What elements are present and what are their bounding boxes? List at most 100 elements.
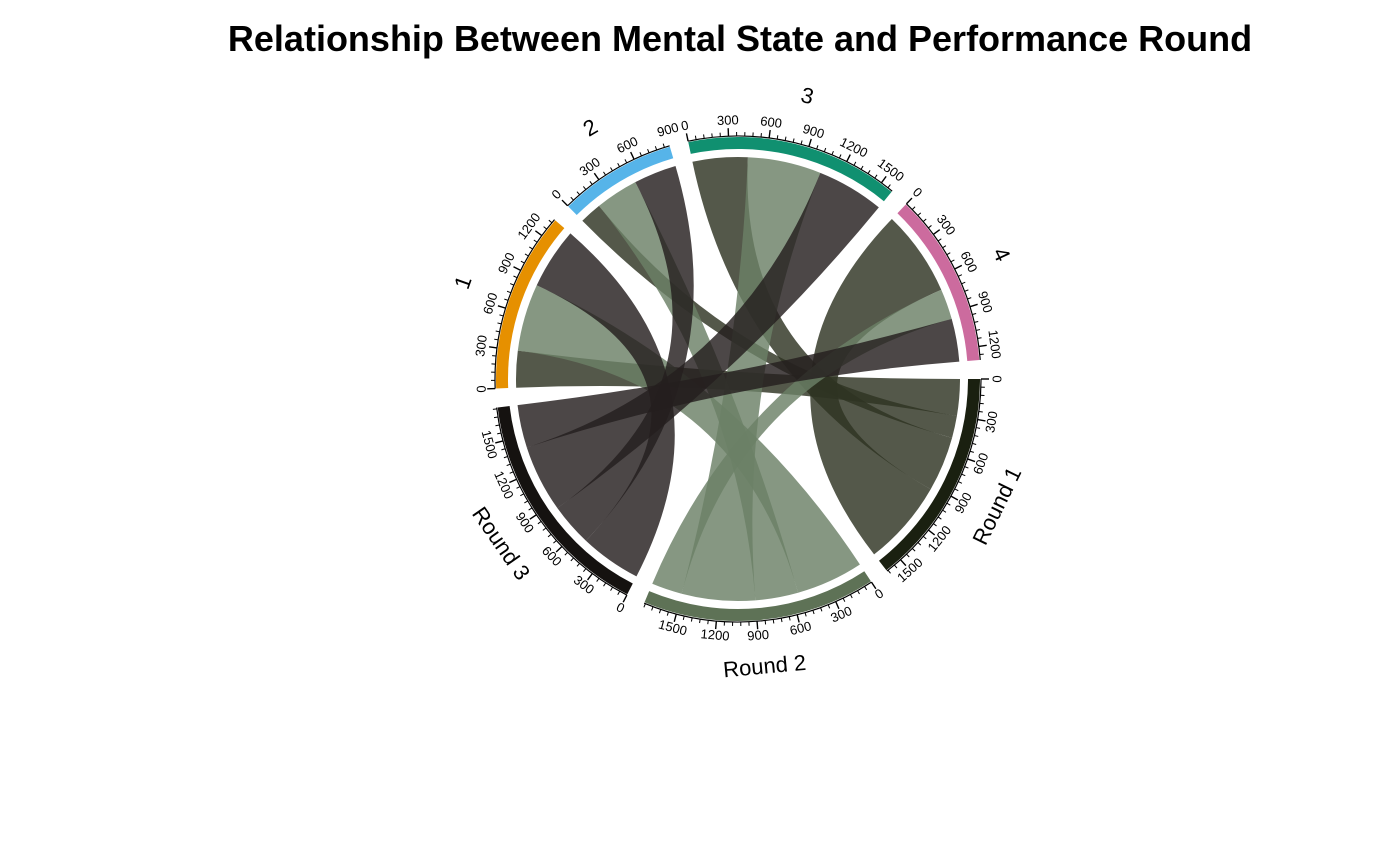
- tick-round-3-1380: [503, 456, 508, 459]
- tick-2-360: [603, 171, 607, 176]
- tick-label-2-300: 300: [577, 154, 603, 179]
- tick-round-2-600: [796, 614, 800, 623]
- tick-label-3-0: 0: [680, 117, 690, 133]
- tick-label-3-300: 300: [717, 112, 739, 128]
- tick-round-1-1380: [911, 548, 916, 552]
- tick-round-3-840: [537, 521, 542, 525]
- tick-round-2-720: [780, 618, 783, 623]
- tick-label-1-1200: 1200: [514, 210, 543, 242]
- tick-label-3-600: 600: [759, 113, 782, 131]
- tick-round-3-120: [610, 586, 614, 591]
- tick-3-60: [694, 135, 697, 140]
- tick-round-3-960: [528, 507, 533, 511]
- tick-1-780: [509, 283, 515, 286]
- tick-label-round-2-900: 900: [747, 627, 770, 644]
- tick-round-2-60: [864, 586, 868, 591]
- tick-1-960: [520, 260, 525, 264]
- tick-round-1-660: [964, 466, 969, 469]
- tick-label-1-300: 300: [472, 334, 490, 357]
- tick-2-720: [647, 148, 650, 154]
- tick-label-round-3-1500: 1500: [479, 429, 501, 461]
- sector-track-4: [897, 204, 980, 361]
- tick-label-4-1200: 1200: [985, 329, 1004, 360]
- tick-round-1-960: [946, 502, 951, 506]
- tick-3-1320: [860, 165, 864, 170]
- chord-link-round-1-to-4: [810, 218, 942, 555]
- tick-round-3-1200: [509, 478, 517, 484]
- tick-4-720: [961, 281, 966, 285]
- tick-round-1-1560: [893, 564, 898, 569]
- tick-round-3-480: [570, 557, 574, 562]
- tick-3-660: [776, 135, 779, 140]
- tick-4-1080: [975, 329, 981, 331]
- sector-label-3: 3: [798, 82, 816, 109]
- sector-label-1: 1: [449, 272, 477, 292]
- sector-track-round-2: [644, 571, 871, 621]
- tick-4-1020: [974, 320, 979, 323]
- sector-label-4: 4: [988, 243, 1016, 265]
- tick-1-360: [494, 338, 499, 341]
- tick-3-1380: [867, 170, 871, 174]
- tick-4-0: [905, 197, 913, 205]
- tick-round-2-780: [772, 619, 775, 624]
- tick-3-780: [792, 138, 795, 143]
- tick-2-660: [639, 152, 642, 157]
- tick-label-round-1-900: 900: [951, 490, 975, 516]
- tick-label-round-3-300: 300: [571, 572, 597, 597]
- tick-round-1-780: [958, 481, 963, 484]
- sector-track-3: [688, 137, 892, 202]
- tick-round-3-720: [547, 533, 552, 538]
- tick-round-2-1320: [699, 618, 701, 624]
- tick-round-1-1440: [906, 553, 910, 558]
- tick-round-2-900: [756, 621, 759, 630]
- tick-1-300: [488, 346, 498, 349]
- tick-round-3-600: [555, 545, 563, 553]
- tick-label-2-0: 0: [548, 186, 564, 202]
- tick-round-3-900: [529, 514, 537, 520]
- tick-round-3-1500: [495, 440, 504, 444]
- tick-label-round-2-600: 600: [788, 618, 813, 638]
- tick-1-480: [497, 322, 502, 325]
- tick-2-600: [630, 151, 635, 160]
- tick-round-3-1260: [509, 471, 514, 474]
- tick-label-round-3-1200: 1200: [491, 469, 517, 502]
- chord-link-round-3-to-4: [517, 318, 960, 448]
- tick-label-3-1500: 1500: [875, 155, 907, 184]
- tick-label-2-900: 900: [655, 119, 680, 139]
- tick-3-1020: [823, 147, 827, 153]
- tick-round-1-420: [974, 435, 979, 437]
- tick-round-3-1620: [495, 424, 500, 427]
- tick-round-2-540: [804, 612, 807, 617]
- tick-round-1-900: [950, 495, 959, 501]
- tick-3-1200: [846, 154, 851, 162]
- tick-3-1260: [853, 161, 857, 166]
- tick-label-round-1-0: 0: [990, 375, 1005, 382]
- tick-1-1200: [534, 230, 543, 237]
- tick-2-0: [561, 199, 569, 207]
- tick-round-2-1620: [658, 609, 662, 614]
- chord-link-round-3-to-2: [557, 165, 694, 541]
- tick-1-540: [499, 314, 504, 317]
- sector-track-round-3: [497, 406, 633, 595]
- tick-1-600: [497, 305, 506, 309]
- tick-round-3-1560: [497, 432, 502, 435]
- tick-round-2-240: [842, 597, 846, 602]
- tick-label-round-2-1200: 1200: [700, 626, 730, 644]
- tick-4-1200: [978, 344, 987, 348]
- tick-label-4-300: 300: [934, 212, 959, 238]
- tick-round-2-660: [788, 616, 791, 621]
- tick-3-900: [808, 138, 812, 147]
- tick-round-3-300: [586, 573, 593, 581]
- tick-4-600: [954, 264, 963, 270]
- sector-axis-4: [906, 203, 981, 360]
- tick-round-1-1200: [927, 529, 936, 536]
- tick-round-3-1020: [524, 500, 529, 504]
- chord-link-round-3-to-1: [536, 233, 675, 577]
- tick-4-60: [911, 206, 916, 210]
- tick-3-960: [816, 145, 819, 150]
- tick-round-2-1740: [643, 603, 646, 608]
- tick-round-2-180: [849, 594, 853, 599]
- tick-label-round-3-0: 0: [614, 599, 627, 616]
- tick-4-240: [928, 225, 932, 229]
- tick-label-round-1-600: 600: [970, 451, 991, 476]
